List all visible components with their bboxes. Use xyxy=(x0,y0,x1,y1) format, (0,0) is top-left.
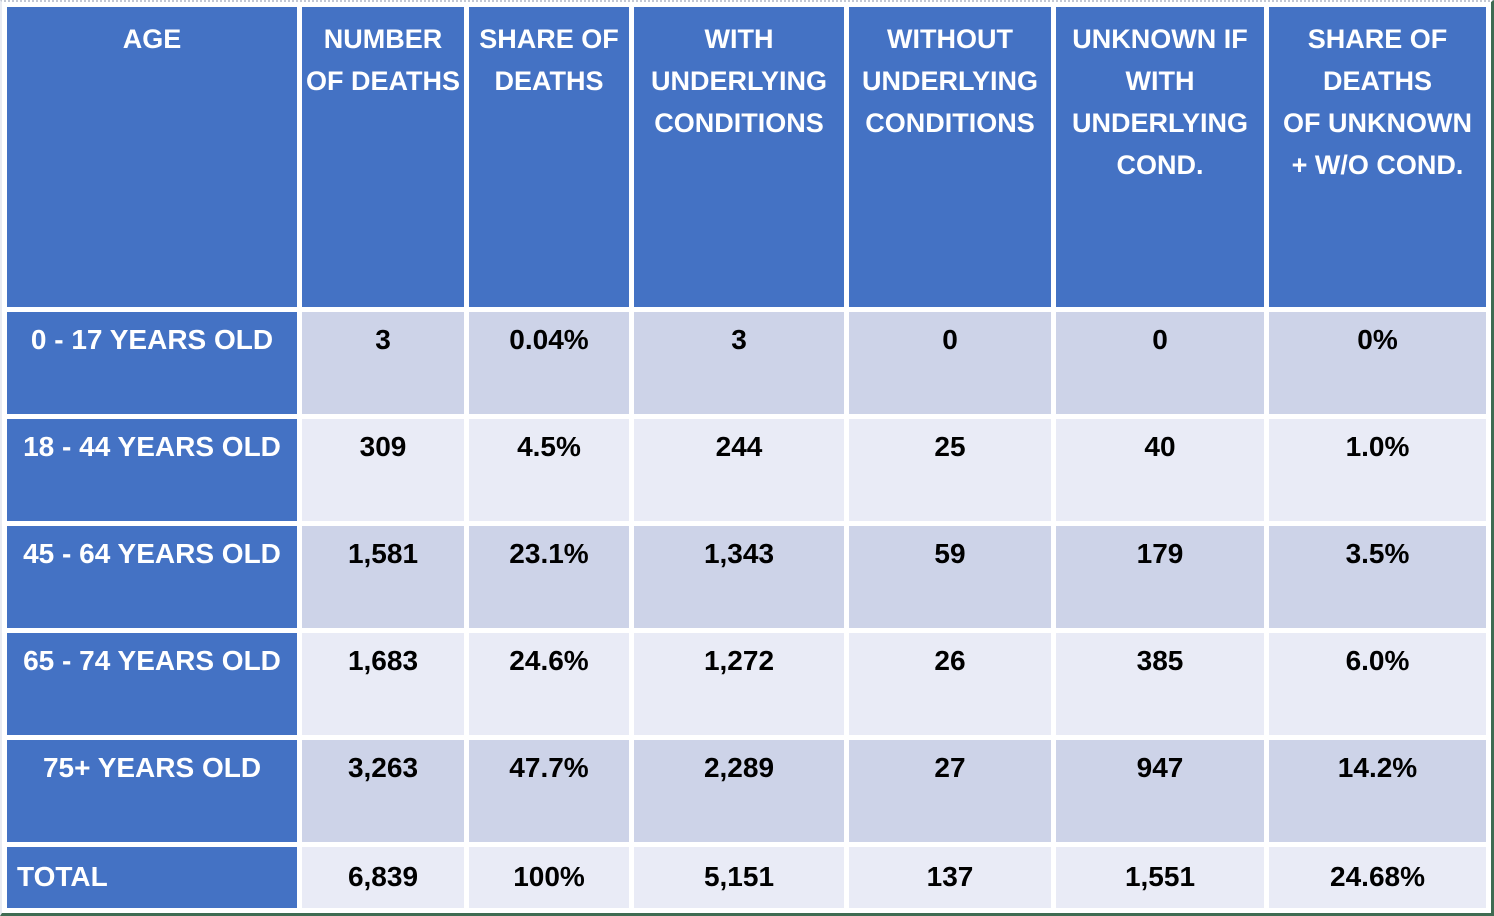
table-row-45-64: 45 - 64 YEARS OLD 1,581 23.1% 1,343 59 1… xyxy=(7,525,1486,628)
table-row-total: TOTAL 6,839 100% 5,151 137 1,551 24.68% xyxy=(7,846,1486,908)
table-cell: 14.2% xyxy=(1269,739,1486,842)
table-row-75-plus: 75+ YEARS OLD 3,263 47.7% 2,289 27 947 1… xyxy=(7,739,1486,842)
table-row-65-74: 65 - 74 YEARS OLD 1,683 24.6% 1,272 26 3… xyxy=(7,632,1486,735)
table-cell: 947 xyxy=(1056,739,1264,842)
table-cell: 1,343 xyxy=(634,525,844,628)
column-header-share-unknown-wo-cond: SHARE OF DEATHS OF UNKNOWN + W/O COND. xyxy=(1269,7,1486,307)
table-row-18-44: 18 - 44 YEARS OLD 309 4.5% 244 25 40 1.0… xyxy=(7,418,1486,521)
row-header-75-plus: 75+ YEARS OLD xyxy=(7,739,297,842)
table-cell: 27 xyxy=(849,739,1051,842)
table-cell: 244 xyxy=(634,418,844,521)
row-header-45-64: 45 - 64 YEARS OLD xyxy=(7,525,297,628)
column-header-number-of-deaths: NUMBER OF DEATHS xyxy=(302,7,464,307)
table-cell: 0 xyxy=(849,312,1051,414)
row-header-18-44: 18 - 44 YEARS OLD xyxy=(7,418,297,521)
table-cell: 59 xyxy=(849,525,1051,628)
column-header-without-underlying: WITHOUT UNDERLYING CONDITIONS xyxy=(849,7,1051,307)
header-row: AGE NUMBER OF DEATHS SHARE OF DEATHS WIT… xyxy=(7,7,1486,307)
table-row-0-17: 0 - 17 YEARS OLD 3 0.04% 3 0 0 0% xyxy=(7,312,1486,414)
row-header-total: TOTAL xyxy=(7,846,297,908)
table-cell: 24.68% xyxy=(1269,846,1486,908)
table-cell: 6,839 xyxy=(302,846,464,908)
column-header-with-underlying: WITH UNDERLYING CONDITIONS xyxy=(634,7,844,307)
table-cell: 1,551 xyxy=(1056,846,1264,908)
table-cell: 3 xyxy=(302,312,464,414)
table-cell: 1,581 xyxy=(302,525,464,628)
table-cell: 0.04% xyxy=(469,312,629,414)
column-header-age: AGE xyxy=(7,7,297,307)
column-header-unknown-underlying: UNKNOWN IF WITH UNDERLYING COND. xyxy=(1056,7,1264,307)
table-cell: 23.1% xyxy=(469,525,629,628)
table-cell: 6.0% xyxy=(1269,632,1486,735)
table-cell: 179 xyxy=(1056,525,1264,628)
row-header-0-17: 0 - 17 YEARS OLD xyxy=(7,312,297,414)
table-cell: 26 xyxy=(849,632,1051,735)
table-cell: 3,263 xyxy=(302,739,464,842)
row-header-65-74: 65 - 74 YEARS OLD xyxy=(7,632,297,735)
table-cell: 25 xyxy=(849,418,1051,521)
table-cell: 2,289 xyxy=(634,739,844,842)
table-cell: 309 xyxy=(302,418,464,521)
table-cell: 1,683 xyxy=(302,632,464,735)
table-cell: 3 xyxy=(634,312,844,414)
table-cell: 24.6% xyxy=(469,632,629,735)
table-cell: 40 xyxy=(1056,418,1264,521)
table-cell: 1.0% xyxy=(1269,418,1486,521)
table-cell: 1,272 xyxy=(634,632,844,735)
table-cell: 0% xyxy=(1269,312,1486,414)
table-cell: 3.5% xyxy=(1269,525,1486,628)
table-cell: 5,151 xyxy=(634,846,844,908)
table-cell: 0 xyxy=(1056,312,1264,414)
table-cell: 100% xyxy=(469,846,629,908)
table-cell: 137 xyxy=(849,846,1051,908)
table-cell: 385 xyxy=(1056,632,1264,735)
table-cell: 4.5% xyxy=(469,418,629,521)
table-cell: 47.7% xyxy=(469,739,629,842)
column-header-share-of-deaths: SHARE OF DEATHS xyxy=(469,7,629,307)
